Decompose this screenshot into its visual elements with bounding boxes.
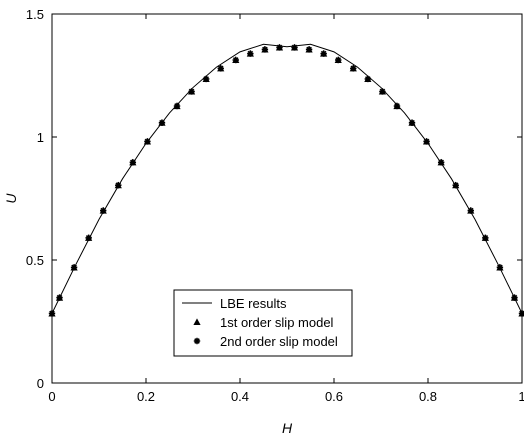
star-point (144, 138, 151, 145)
star-point (291, 44, 298, 51)
y-tick-label: 1 (37, 130, 44, 145)
series-line (51, 43, 523, 314)
star-point (496, 264, 504, 271)
star-point (335, 56, 342, 64)
star-point (202, 75, 210, 83)
star-point (423, 138, 430, 145)
x-tick-label: 0.8 (419, 389, 437, 404)
star-point (350, 65, 357, 72)
star-point (173, 102, 181, 110)
legend-star-marker (193, 337, 201, 345)
x-tick-label: 0.4 (231, 389, 249, 404)
star-point (305, 46, 313, 53)
star-point (276, 44, 283, 51)
star-point (232, 56, 239, 64)
legend-label-second-order: 2nd order slip model (220, 334, 338, 349)
star-point (320, 50, 327, 57)
x-tick-label: 1 (518, 389, 524, 404)
y-axis-label: U (3, 193, 19, 204)
axis-ticks (51, 13, 523, 384)
star-point (158, 119, 166, 126)
star-point (129, 159, 137, 166)
star-point (48, 310, 56, 317)
star-point (467, 207, 474, 214)
legend-label-first-order: 1st order slip model (220, 315, 334, 330)
axes-frame (51, 13, 523, 384)
y-tick-label: 0.5 (26, 253, 44, 268)
star-point (56, 294, 63, 301)
legend-label-lbe: LBE results (220, 296, 287, 311)
legend-triangle-marker (193, 318, 201, 326)
star-point (408, 119, 416, 126)
star-point (85, 234, 92, 242)
y-tick-label: 1.5 (26, 7, 44, 22)
plot-area (51, 13, 523, 384)
tick-labels: 0 0.2 0.4 0.6 0.8 1 0 0.5 1 1.5 (26, 7, 524, 404)
x-tick-label: 0.2 (137, 389, 155, 404)
star-point (261, 46, 269, 53)
star-point (217, 65, 224, 72)
star-point (364, 75, 372, 83)
star-point (393, 102, 401, 110)
legend-box (173, 289, 353, 357)
star-point (452, 182, 459, 189)
star-point (115, 182, 122, 189)
x-tick-label: 0.6 (325, 389, 343, 404)
star-point (100, 207, 107, 214)
star-point (482, 234, 489, 242)
y-tick-label: 0 (37, 376, 44, 391)
star-point (511, 294, 518, 301)
legend-star-glyph (193, 337, 201, 345)
series-3 (48, 44, 524, 317)
series-layer (48, 43, 524, 317)
x-axis-label: H (282, 420, 293, 436)
star-point (70, 264, 78, 271)
legend: LBE results 1st order slip model 2nd ord… (173, 289, 353, 357)
series-1 (51, 43, 523, 314)
star-point (188, 88, 195, 95)
star-point (247, 50, 254, 57)
x-tick-label: 0 (48, 389, 55, 404)
star-point (379, 88, 386, 95)
star-point (437, 159, 445, 166)
